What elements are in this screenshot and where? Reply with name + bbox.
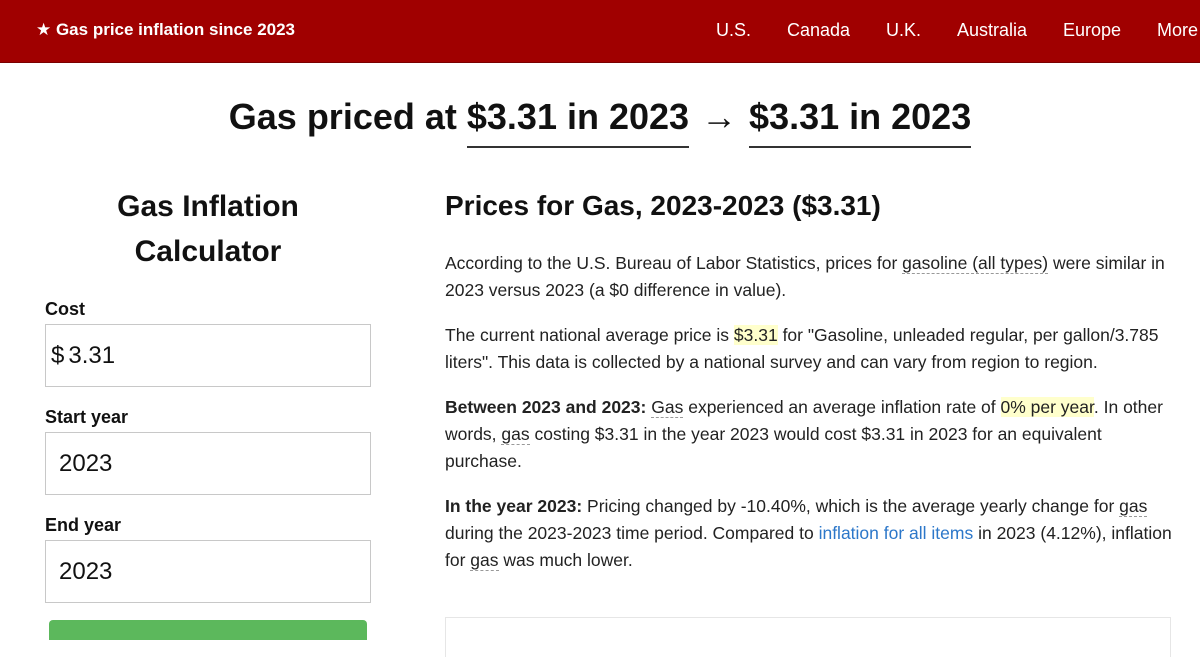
nav-canada[interactable]: Canada [787,20,851,40]
p3-text-b: experienced an average inflation rate of [683,397,1001,417]
inflation-calculator: Gas Inflation Calculator Cost $3.31 Star… [45,184,371,640]
term-gas-1[interactable]: Gas [651,397,684,418]
nav-europe[interactable]: Europe [1063,20,1122,40]
end-year-label: End year [45,515,122,535]
start-year-input[interactable]: 2023 [45,432,371,495]
cost-label: Cost [45,299,85,319]
end-year-value: 2023 [59,558,113,585]
nav-more[interactable]: More [1157,20,1199,40]
site-header: ★ Gas price inflation since 2023 U.S. Ca… [0,0,1200,63]
term-gas-4[interactable]: gas [470,550,499,571]
headline-prefix: Gas priced at [228,96,457,137]
article-paragraph-1: According to the U.S. Bureau of Labor St… [445,250,1175,304]
p4-text-c: in 2023 (4.12%), inflation for [445,523,1172,570]
p4-text-a: Pricing changed by -10.40%, which is the… [582,496,1120,516]
article-paragraph-4: In the year 2023: Pricing changed by -10… [445,493,1175,574]
start-year-value: 2023 [59,450,113,477]
term-gas-2[interactable]: gas [501,424,530,445]
nav-australia[interactable]: Australia [957,20,1028,40]
page-headline: Gas priced at $3.31 in 2023 → $3.31 in 202… [0,96,1200,148]
calculator-title-line1: Gas Inflation [117,190,299,223]
nav-uk[interactable]: U.K. [886,20,922,40]
article-paragraph-2: The current national average price is $3… [445,322,1175,376]
cost-input-value: 3.31 [68,342,116,369]
term-gas-3[interactable]: gas [1119,496,1148,517]
p2-text-b: for "Gasoline, unleaded regular, per gal… [445,325,1159,372]
term-gasoline-all-types[interactable]: gasoline (all types) [902,253,1049,274]
article-title: Prices for Gas, 2023-2023 ($3.31) [445,190,881,221]
p1-text-a: According to the U.S. Bureau of Labor St… [445,253,903,273]
calculator-title-line2: Calculator [134,235,282,268]
arrow-right-icon: → [701,96,738,137]
article-content: Prices for Gas, 2023-2023 ($3.31) Accord… [445,184,1175,592]
inflation-rate-highlight: 0% per year [1000,397,1094,417]
calculate-button[interactable] [49,620,367,640]
start-year-label: Start year [45,407,129,427]
headline-from-value[interactable]: $3.31 in 2023 [466,96,690,148]
p2-text-a: The current national average price is [445,325,734,345]
p1-text-b: were similar in 2023 versus 2023 (a $0 d… [445,253,1165,300]
end-year-input[interactable]: 2023 [45,540,371,603]
p4-lead: In the year 2023: [445,496,583,516]
headline-to-value[interactable]: $3.31 in 2023 [749,96,972,148]
calculator-title: Gas Inflation Calculator [45,184,371,274]
chart-container [445,617,1171,657]
p4-text-b: during the 2023-2023 time period. Compar… [445,523,819,543]
inflation-all-items-link[interactable]: inflation for all items [818,523,974,543]
currency-prefix: $ [51,342,65,369]
p3-text-c: . In other words, [445,397,1163,444]
nav-us[interactable]: U.S. [716,20,752,40]
site-brand-link[interactable]: ★ Gas price inflation since 2023 [36,20,296,39]
p3-lead: Between 2023 and 2023: [445,397,647,417]
p3-text-d: costing $3.31 in the year 2023 would cos… [445,424,1102,471]
cost-input[interactable]: $3.31 [45,324,371,387]
current-price-highlight: $3.31 [733,325,778,345]
p4-text-d: was much lower. [498,550,633,570]
article-paragraph-3: Between 2023 and 2023: Gas experienced a… [445,394,1175,475]
